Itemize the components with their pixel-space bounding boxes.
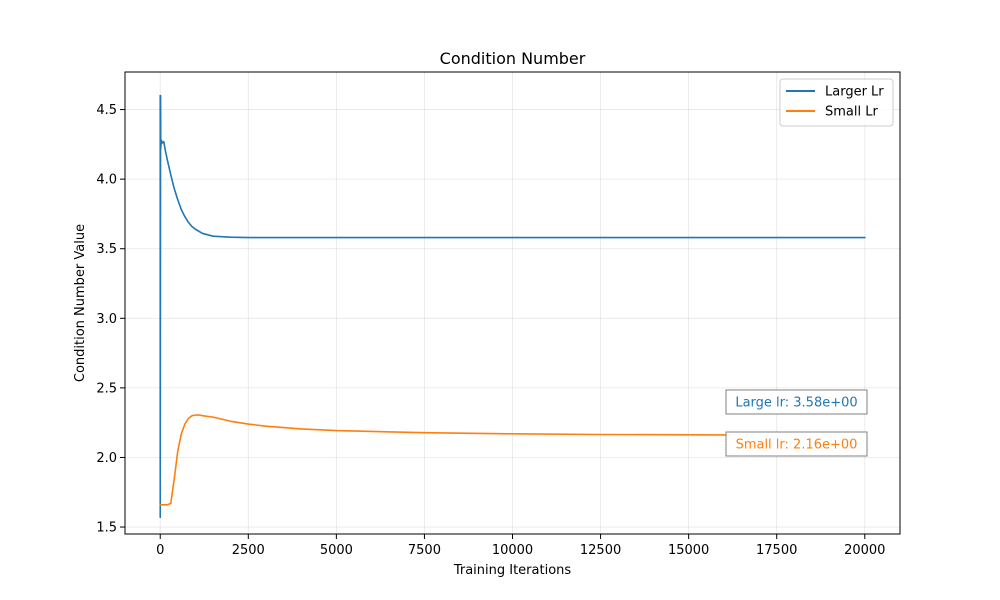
y-tick-label: 4.5: [96, 103, 117, 118]
chart-title: Condition Number: [440, 49, 586, 68]
x-tick-label: 0: [156, 543, 164, 558]
ticks: 0 2500 5000 7500 10000 12500 15000 17500 20000 1.…: [96, 103, 885, 558]
y-tick-label: 4.0: [96, 173, 117, 188]
y-tick-label: 2.0: [96, 451, 117, 466]
x-tick-label: 2500: [232, 543, 265, 558]
legend-label-larger-lr: Larger Lr: [825, 85, 884, 100]
series-line-larger-lr: [159, 94, 866, 519]
y-tick-label: 1.5: [96, 521, 117, 536]
annotation-large-lr-text: Large lr: 3.58e+00: [735, 396, 857, 411]
annotation-small-lr-box: [725, 431, 868, 457]
x-tick-label: 17500: [756, 543, 797, 558]
annotation-large-lr-box: [725, 389, 868, 415]
series-layer: [159, 94, 866, 519]
x-tick-label: 20000: [844, 543, 885, 558]
x-tick-label: 12500: [580, 543, 621, 558]
grid: [125, 72, 900, 534]
series-line-small-lr: [159, 414, 866, 506]
y-tick-label: 3.5: [96, 242, 117, 257]
legend: Larger Lr Small Lr: [779, 78, 894, 127]
legend-label-small-lr: Small Lr: [825, 105, 878, 120]
x-tick-label: 7500: [408, 543, 441, 558]
y-tick-label: 3.0: [96, 312, 117, 327]
annotation-small-lr: Small lr: 2.16e+00: [725, 431, 868, 457]
y-tick-label: 2.5: [96, 381, 117, 396]
x-tick-label: 5000: [320, 543, 353, 558]
annotation-large-lr: Large lr: 3.58e+00: [725, 389, 868, 415]
x-axis-title: Training Iterations: [453, 563, 572, 578]
annotation-small-lr-text: Small lr: 2.16e+00: [736, 438, 858, 453]
x-tick-label: 10000: [492, 543, 533, 558]
x-tick-label: 15000: [668, 543, 709, 558]
y-axis-title: Condition Number Value: [73, 224, 88, 382]
